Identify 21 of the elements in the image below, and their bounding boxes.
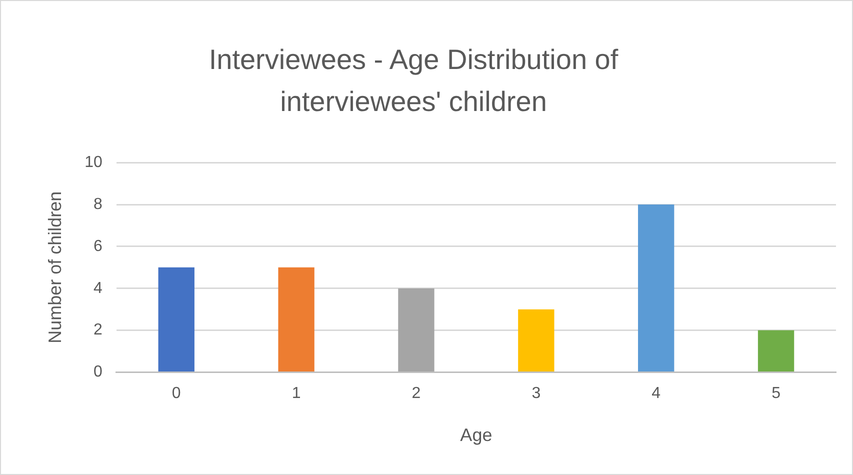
y-tick-label: 10 bbox=[84, 154, 102, 172]
y-tick-label: 4 bbox=[93, 280, 102, 297]
bar bbox=[518, 309, 554, 372]
x-tick-label: 1 bbox=[292, 385, 301, 402]
chart-title: Interviewees - Age Distribution of interviewees' children bbox=[208, 43, 620, 119]
y-axis-title: Number of children bbox=[44, 191, 65, 344]
x-tick-label: 4 bbox=[652, 385, 661, 402]
x-axis-title: Age bbox=[460, 425, 492, 446]
bar bbox=[638, 204, 674, 372]
x-tick-label: 3 bbox=[532, 385, 541, 402]
bar bbox=[758, 330, 794, 372]
bar bbox=[278, 267, 314, 372]
y-tick-label: 0 bbox=[93, 364, 102, 381]
x-tick-label: 2 bbox=[412, 385, 421, 402]
x-tick-label: 5 bbox=[772, 385, 781, 402]
y-tick-label: 2 bbox=[93, 322, 102, 339]
x-tick-label: 0 bbox=[172, 385, 181, 402]
y-tick-label: 6 bbox=[93, 238, 102, 255]
bar bbox=[158, 267, 194, 372]
bar bbox=[398, 288, 434, 372]
y-tick-label: 8 bbox=[93, 196, 102, 213]
